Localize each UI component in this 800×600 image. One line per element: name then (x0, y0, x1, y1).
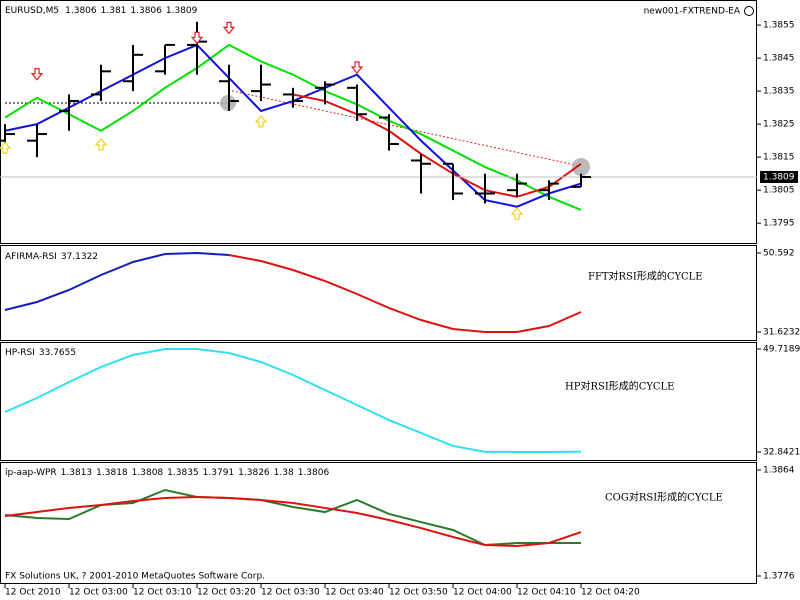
y-tick-label: 1.3845 (763, 54, 795, 64)
footer: FX Solutions UK, ? 2001-2010 MetaQuotes … (5, 572, 265, 582)
header-value: 1.3808 (132, 468, 164, 478)
y-tick-label: 49.7189 (763, 345, 800, 355)
indicator-line (4, 495, 582, 548)
x-tick-label: 12 Oct 03:50 (389, 588, 448, 598)
panel-header: HP-RSI 33.7655 (5, 348, 76, 358)
header-value: 1.3791 (203, 468, 235, 478)
header-value: 1.3826 (238, 468, 270, 478)
y-tick-label: 1.3795 (763, 219, 795, 229)
y-tick-label: 1.3864 (763, 466, 795, 476)
panel-title: ip-aap-WPR (5, 468, 57, 478)
y-tick-label: 1.3815 (763, 153, 795, 163)
sell-arrow (350, 61, 364, 74)
marker-circle (572, 158, 590, 176)
x-tick-label: 12 Oct 03:10 (133, 588, 192, 598)
panel-frame (0, 245, 757, 341)
x-tick-label: 12 Oct 03:00 (69, 588, 128, 598)
indicator-line (4, 252, 230, 311)
price-box (760, 170, 798, 183)
y-tick-label: 1.3855 (763, 21, 795, 31)
y-tick-label: 32.8421 (763, 448, 800, 458)
ea-label: new001-FXTREND-EA (644, 7, 741, 17)
y-tick-label: 31.6232 (763, 328, 800, 338)
x-tick-label: 12 Oct 04:00 (453, 588, 512, 598)
buy-arrow (0, 141, 12, 154)
y-tick-label: 1.3776 (763, 572, 795, 582)
symbol: EURUSD,M5 (5, 6, 59, 16)
indicator-line (228, 254, 582, 333)
y-tick-label: 1.3835 (763, 87, 795, 97)
x-tick-label: 12 Oct 03:30 (261, 588, 320, 598)
y-tick-label: 1.3825 (763, 120, 795, 130)
indicator-line (4, 347, 582, 453)
header-value: 1.3818 (96, 468, 128, 478)
indicator-line (292, 93, 582, 198)
annotation: FFT对RSI形成的CYCLE (588, 270, 703, 283)
header-value: 1.3835 (167, 468, 199, 478)
sell-arrow (30, 68, 44, 81)
price-label: 1.3809 (763, 172, 795, 182)
y-tick-label: 1.3805 (763, 186, 795, 196)
ea-icon (744, 6, 754, 16)
indicator-line (4, 43, 582, 211)
frames (0, 0, 757, 584)
buy-arrow (510, 207, 524, 220)
x-tick-label: 12 Oct 03:20 (197, 588, 256, 598)
annotation: COG对RSI形成的CYCLE (605, 491, 723, 504)
sell-arrow (222, 21, 236, 35)
ohlc-high: 1.381 (101, 6, 127, 16)
x-tick-label: 12 Oct 2010 (5, 588, 61, 598)
header-value: 1.3813 (61, 468, 93, 478)
panel-title: AFIRMA-RSI (5, 252, 57, 262)
panel-title: HP-RSI (5, 348, 35, 358)
sell-arrow (190, 31, 204, 45)
panel-header: ip-aap-WPR 1.3813 1.3818 1.3808 1.3835 1.3791… (5, 468, 329, 478)
x-tick-label: 12 Oct 04:20 (581, 588, 640, 598)
main-header: EURUSD,M5 1.3806 1.381 1.3806 1.3809 (5, 6, 198, 16)
panel-current: 37.1322 (61, 252, 98, 262)
x-tick-label: 12 Oct 03:40 (325, 588, 384, 598)
header-value: 1.38 (274, 468, 294, 478)
panel-current: 33.7655 (39, 348, 76, 358)
panel-frame (0, 462, 757, 584)
ohlc-close: 1.3809 (166, 6, 198, 16)
x-tick-label: 12 Oct 04:10 (517, 588, 576, 598)
buy-arrow (254, 114, 268, 128)
main-frame (0, 0, 757, 244)
buy-arrow (94, 138, 108, 151)
ohlc-low: 1.3806 (130, 6, 162, 16)
annotation: HP对RSI形成的CYCLE (565, 380, 674, 393)
panel-header: AFIRMA-RSI 37.1322 (5, 252, 98, 262)
header-value: 1.3806 (298, 468, 330, 478)
ohlc-open: 1.3806 (65, 6, 97, 16)
y-tick-label: 50.592 (763, 249, 795, 259)
panel-frame (0, 342, 757, 461)
